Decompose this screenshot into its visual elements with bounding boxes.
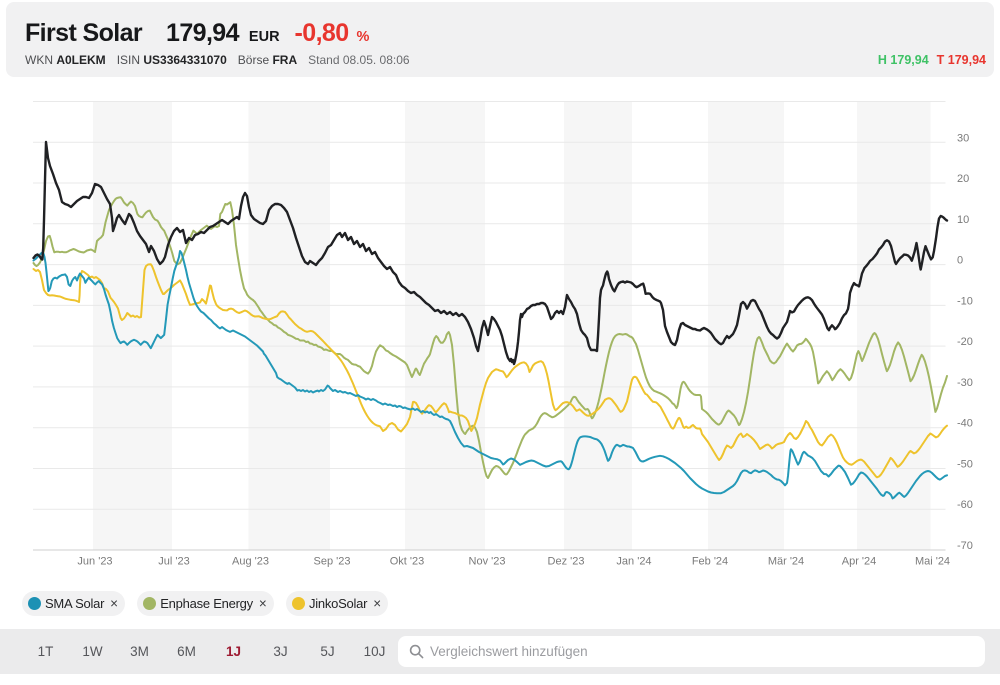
svg-text:-10: -10 [957, 295, 973, 307]
svg-text:Okt '23: Okt '23 [390, 556, 425, 568]
svg-text:Feb '24: Feb '24 [692, 556, 728, 568]
svg-text:Jun '23: Jun '23 [77, 556, 112, 568]
svg-text:10: 10 [957, 214, 969, 226]
svg-text:Jul '23: Jul '23 [158, 556, 189, 568]
svg-text:Sep '23: Sep '23 [314, 556, 351, 568]
svg-text:0: 0 [957, 255, 963, 267]
svg-text:-40: -40 [957, 418, 973, 430]
svg-text:Mai '24: Mai '24 [915, 556, 950, 568]
svg-text:Apr '24: Apr '24 [842, 556, 877, 568]
svg-text:-50: -50 [957, 459, 973, 471]
svg-text:Dez '23: Dez '23 [548, 556, 585, 568]
svg-text:Aug '23: Aug '23 [232, 556, 269, 568]
svg-text:Nov '23: Nov '23 [469, 556, 506, 568]
svg-text:Jan '24: Jan '24 [616, 556, 651, 568]
svg-text:-30: -30 [957, 377, 973, 389]
svg-text:Mär '24: Mär '24 [768, 556, 804, 568]
svg-text:20: 20 [957, 173, 969, 185]
svg-text:-60: -60 [957, 499, 973, 511]
svg-text:30: 30 [957, 132, 969, 144]
svg-text:-70: -70 [957, 540, 973, 552]
svg-text:-20: -20 [957, 336, 973, 348]
